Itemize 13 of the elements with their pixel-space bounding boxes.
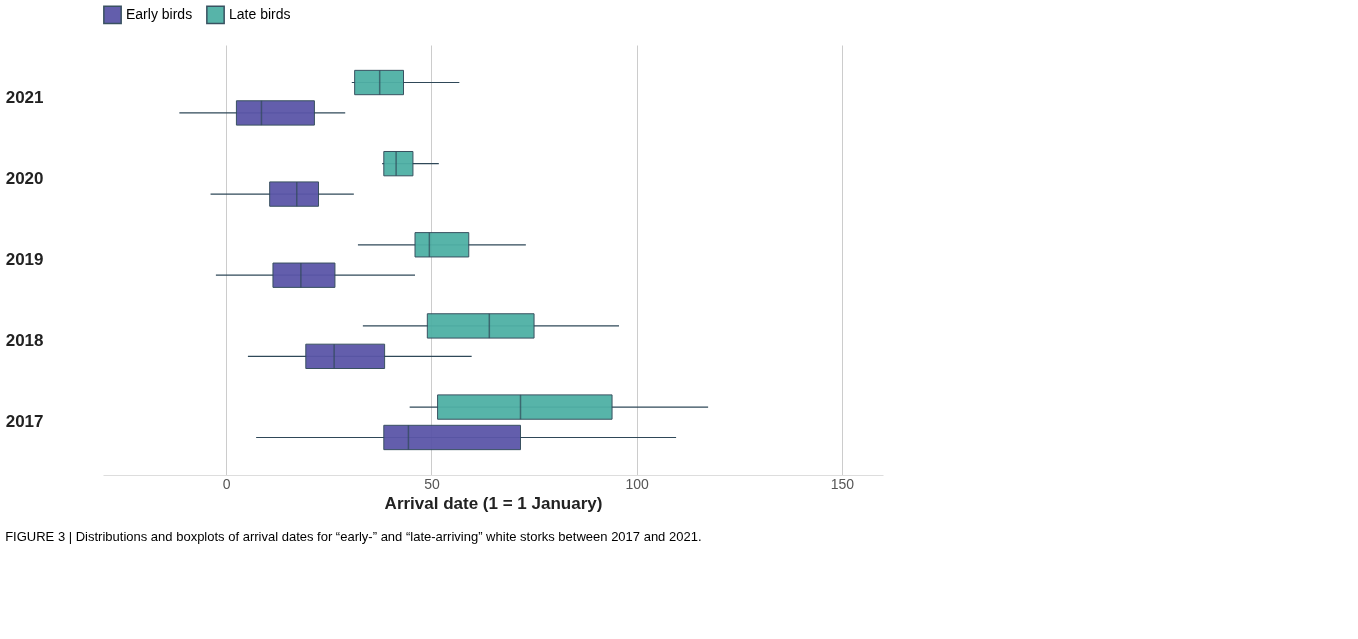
x-tick-label: 100 — [625, 475, 650, 492]
y-tick-label: 2019 — [5, 250, 44, 269]
x-tick-label: 150 — [830, 475, 855, 492]
caption: FIGURE 3 | Distributions and boxplots of arrival dates for “early-” and “late-arriving” white storks between 2017 and 2021. — [5, 529, 702, 544]
y-tick-label: 2020 — [5, 168, 44, 188]
y-tick-label: 2018 — [5, 331, 44, 351]
legend-label: Late birds — [229, 5, 291, 22]
y-tick-label: 2017 — [5, 412, 44, 432]
legend-label: Early birds — [126, 5, 193, 22]
x-tick-label: 50 — [424, 475, 440, 492]
y-tick-label: 2021 — [5, 87, 44, 107]
x-axis-title: Arrival date (1 = 1 January) — [384, 493, 603, 513]
x-tick-label: 0 — [222, 475, 231, 492]
